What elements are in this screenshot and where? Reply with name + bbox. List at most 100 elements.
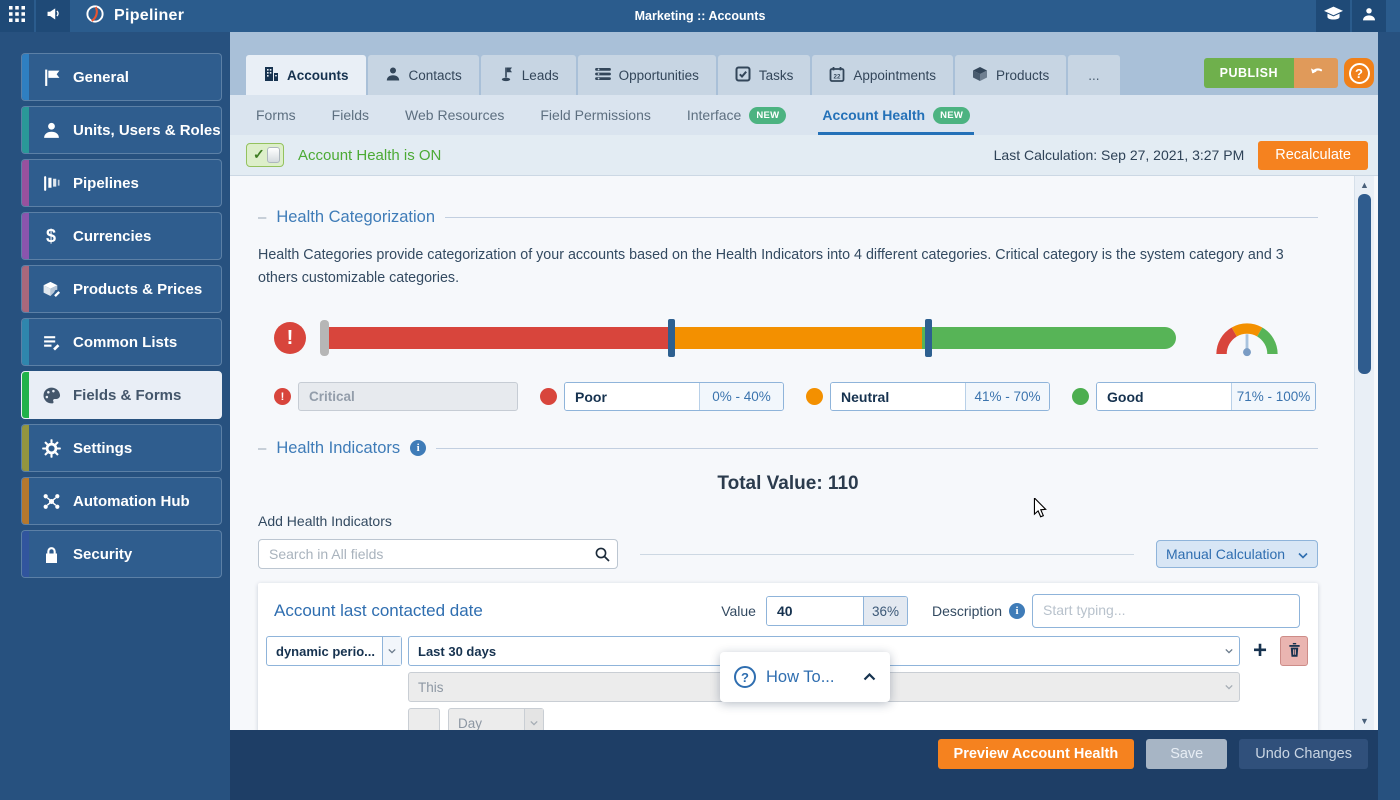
calculation-mode-select[interactable]: Manual Calculation — [1156, 540, 1318, 569]
undo-changes-button[interactable]: Undo Changes — [1239, 739, 1368, 769]
subtab-web-resources[interactable]: Web Resources — [405, 107, 505, 123]
subtab-fields[interactable]: Fields — [331, 107, 370, 123]
search-input[interactable] — [258, 539, 618, 570]
accent-bar — [22, 54, 29, 100]
announcements-button[interactable] — [36, 0, 70, 32]
subtab-interface[interactable]: Interface NEW — [687, 95, 787, 135]
app-grid-button[interactable] — [0, 0, 34, 32]
chevron-up-icon[interactable] — [863, 668, 876, 686]
neutral-range-value[interactable]: 41% - 70% — [965, 383, 1049, 411]
account-health-toggle[interactable]: ✓ — [246, 143, 284, 167]
add-condition-button[interactable]: + — [1246, 636, 1274, 666]
tab-opportunities[interactable]: Opportunities — [577, 55, 716, 95]
count-input-disabled — [408, 708, 440, 730]
sidebar-item-pipelines[interactable]: Pipelines — [21, 159, 222, 207]
chevron-down-icon — [382, 637, 401, 666]
slider-start-cap[interactable] — [320, 320, 329, 357]
poor-name-field[interactable] — [565, 383, 699, 411]
category-slider: ! — [274, 316, 1280, 360]
info-icon[interactable]: i — [1009, 603, 1025, 620]
description-textarea[interactable] — [1032, 594, 1300, 629]
accent-bar — [22, 213, 29, 259]
scrollbar-thumb[interactable] — [1358, 194, 1371, 374]
save-button[interactable]: Save — [1146, 739, 1228, 769]
chevron-down-icon — [524, 709, 543, 730]
undo-publish-button[interactable] — [1294, 58, 1338, 88]
help-button[interactable]: ? — [1344, 58, 1374, 88]
slider-handle-70[interactable] — [925, 319, 933, 358]
category-good: 71% - 100% — [1072, 382, 1316, 412]
window-title: Marketing :: Accounts — [634, 9, 766, 23]
poor-range-value[interactable]: 0% - 40% — [699, 383, 783, 411]
info-icon[interactable]: i — [410, 440, 427, 457]
category-poor: 0% - 40% — [540, 382, 784, 412]
panel-scrollbar[interactable]: ▲ ▼ — [1354, 176, 1374, 730]
academy-button[interactable] — [1316, 0, 1350, 32]
accent-bar — [22, 425, 29, 471]
field-type-select[interactable]: dynamic perio... — [266, 636, 402, 667]
toggle-knob[interactable] — [267, 147, 280, 163]
value-input[interactable] — [766, 597, 863, 626]
sidebar-item-units-users-roles[interactable]: Units, Users & Roles — [21, 106, 222, 154]
tab-contacts[interactable]: Contacts — [367, 55, 479, 95]
subtab-forms[interactable]: Forms — [256, 107, 296, 123]
tab-more[interactable]: ... — [1068, 55, 1120, 95]
account-health-status-row: ✓ Account Health is ON Last Calculation:… — [230, 135, 1378, 176]
sidebar-item-products-prices[interactable]: Products & Prices — [21, 265, 222, 313]
toggle-label: Account Health is ON — [298, 146, 442, 164]
brand[interactable]: Pipeliner — [84, 0, 184, 32]
question-icon: ? — [734, 666, 756, 688]
palette-icon — [40, 384, 62, 406]
publish-group: PUBLISH — [1203, 58, 1338, 88]
range-slider[interactable] — [320, 316, 1176, 360]
collapse-dash-icon[interactable]: – — [258, 439, 267, 457]
sidebar-item-automation-hub[interactable]: Automation Hub — [21, 477, 222, 525]
tab-products[interactable]: Products — [954, 55, 1067, 95]
scroll-down-arrow[interactable]: ▼ — [1360, 716, 1369, 726]
health-categorization-header: – Health Categorization — [258, 206, 1318, 228]
indicator-search-row: Manual Calculation — [258, 539, 1318, 570]
accent-bar — [22, 531, 29, 577]
tab-tasks[interactable]: Tasks — [717, 55, 811, 95]
good-name-field[interactable] — [1097, 383, 1231, 411]
accent-bar — [22, 160, 29, 206]
indicator-name: Account last contacted date — [274, 601, 483, 621]
sidebar-item-settings[interactable]: Settings — [21, 424, 222, 472]
sidebar-item-general[interactable]: General — [21, 53, 222, 101]
categorization-description: Health Categories provide categorization… — [258, 247, 1284, 287]
neutral-name-field[interactable] — [831, 383, 965, 411]
value-field-group: 36% — [765, 596, 908, 627]
value-percent: 36% — [862, 597, 907, 626]
sidebar-item-common-lists[interactable]: Common Lists — [21, 318, 222, 366]
topbar: Pipeliner Marketing :: Accounts — [0, 0, 1400, 32]
how-to-popup[interactable]: ? How To... — [720, 652, 890, 702]
publish-button[interactable]: PUBLISH — [1203, 58, 1294, 88]
profile-button[interactable] — [1352, 0, 1386, 32]
sidebar-item-security[interactable]: Security — [21, 530, 222, 578]
tab-accounts[interactable]: Accounts — [246, 55, 366, 95]
chevron-down-icon — [1298, 546, 1308, 562]
poor-color-dot — [540, 388, 557, 406]
lead-flag-icon — [498, 66, 514, 85]
recalculate-button[interactable]: Recalculate — [1258, 140, 1368, 170]
sidebar-item-currencies[interactable]: $ Currencies — [21, 212, 222, 260]
collapse-dash-icon[interactable]: – — [258, 208, 267, 226]
subtab-account-health[interactable]: Account Health NEW — [818, 95, 974, 135]
accent-bar — [22, 319, 29, 365]
preview-account-health-button[interactable]: Preview Account Health — [937, 739, 1135, 769]
subtab-field-permissions[interactable]: Field Permissions — [540, 107, 651, 123]
slider-handle-40[interactable] — [668, 319, 676, 358]
good-range-value[interactable]: 71% - 100% — [1231, 383, 1315, 411]
unit-select: Day — [448, 708, 544, 730]
accent-bar — [22, 372, 29, 418]
divider — [436, 447, 1318, 449]
chevron-down-icon — [1219, 684, 1239, 690]
critical-name-field — [298, 382, 518, 412]
health-indicators-header: – Health Indicators i — [258, 437, 1318, 459]
value-label: Value — [721, 603, 756, 620]
tab-appointments[interactable]: 22 Appointments — [812, 55, 953, 95]
scroll-up-arrow[interactable]: ▲ — [1360, 180, 1369, 190]
sidebar-item-fields-forms[interactable]: Fields & Forms — [21, 371, 222, 419]
delete-indicator-button[interactable] — [1280, 636, 1308, 667]
tab-leads[interactable]: Leads — [480, 55, 576, 95]
